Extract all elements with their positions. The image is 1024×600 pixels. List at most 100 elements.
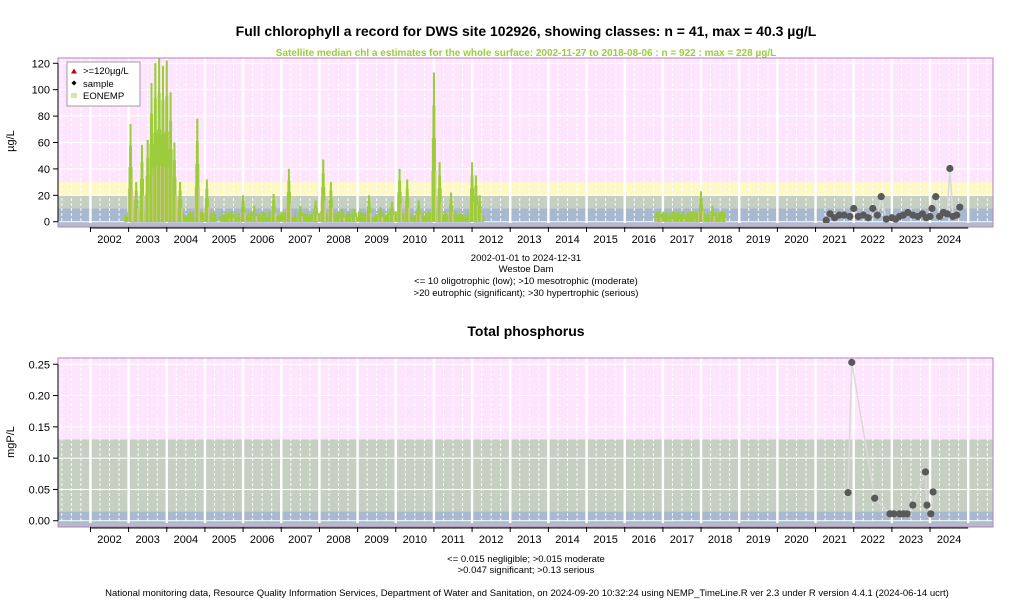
sample-point xyxy=(909,501,917,509)
sample-point xyxy=(929,488,937,496)
sample-point xyxy=(926,212,934,221)
sample-point xyxy=(932,193,940,201)
sample-point xyxy=(850,204,858,213)
x-tick-label: 2016 xyxy=(632,234,656,246)
x-tick-label: 2017 xyxy=(670,234,694,246)
sample-point xyxy=(835,211,843,219)
x-tick-label: 2015 xyxy=(593,234,617,246)
rug-strip xyxy=(58,223,993,227)
rug-strip xyxy=(58,523,993,527)
y-tick-label: 0.25 xyxy=(29,359,50,371)
x-tick-label: 2005 xyxy=(212,234,236,246)
y-tick-label: 0 xyxy=(44,217,50,229)
band-moderate/significant xyxy=(58,439,993,512)
y-tick-label: 0.10 xyxy=(29,453,50,465)
legend-box xyxy=(66,61,141,107)
x-tick-label: 2003 xyxy=(135,234,159,246)
x-tick-label: 2010 xyxy=(403,534,427,546)
x-tick-label: 2007 xyxy=(288,234,312,246)
x-tick-label: 2021 xyxy=(822,534,846,546)
x-tick-label: 2014 xyxy=(555,234,579,246)
legend-diamond-icon xyxy=(71,80,77,86)
sample-point xyxy=(869,204,877,213)
x-tick-label: 2002 xyxy=(97,534,121,546)
x-tick-label: 2023 xyxy=(899,534,923,546)
band-eutrophic xyxy=(58,182,993,196)
x-tick-label: 2004 xyxy=(174,534,198,546)
sample-point xyxy=(864,214,872,222)
legend-square-icon xyxy=(71,93,77,98)
y-tick-label: 0.15 xyxy=(29,422,50,434)
chart1-caption-site: Westoe Dam xyxy=(499,264,554,275)
chart2-plot-area: 0.00 0.05 0.10 0.15 0.20 0.25 2002 2003 2004 2005… xyxy=(29,357,994,546)
footer-note: National monitoring data, Resource Quali… xyxy=(105,588,949,599)
x-tick-label: 2008 xyxy=(326,234,350,246)
x-tick-label: 2016 xyxy=(632,534,656,546)
y-tick-label: 80 xyxy=(38,111,50,123)
sample-point xyxy=(953,211,961,219)
y-tick-label: 40 xyxy=(38,164,50,176)
x-tick-label: 2018 xyxy=(708,234,732,246)
x-tick-label: 2015 xyxy=(593,534,617,546)
x-tick-label: 2009 xyxy=(364,234,388,246)
x-tick-label: 2020 xyxy=(784,534,808,546)
sample-point xyxy=(877,193,885,201)
legend-label-sample: sample xyxy=(83,79,114,90)
sample-point xyxy=(927,510,935,518)
band-serious xyxy=(58,358,993,440)
x-tick-label: 2012 xyxy=(479,234,503,246)
x-tick-label: 2011 xyxy=(441,234,465,246)
x-tick-label: 2004 xyxy=(174,234,198,246)
band-mesotrophic xyxy=(58,195,993,209)
x-tick-label: 2011 xyxy=(441,534,465,546)
y-tick-label: 120 xyxy=(32,58,50,70)
chart1-plot-area: 0 20 40 60 80 100 120 2002 2003 2004 2005 2006 2007 2… xyxy=(32,57,994,246)
x-tick-label: 2010 xyxy=(403,234,427,246)
x-tick-label: 2002 xyxy=(97,234,121,246)
x-tick-label: 2008 xyxy=(326,534,350,546)
sample-point xyxy=(840,211,848,219)
y-tick-label: 0.00 xyxy=(29,516,50,528)
chart2-title: Total phosphorus xyxy=(467,323,584,339)
chart1-y-axis-label: µg/L xyxy=(5,130,17,152)
sample-point xyxy=(903,510,911,518)
x-tick-label: 2006 xyxy=(250,534,274,546)
x-tick-label: 2005 xyxy=(212,534,236,546)
y-tick-label: 20 xyxy=(38,190,50,202)
sample-point xyxy=(822,216,830,224)
x-tick-label: 2022 xyxy=(861,234,885,246)
band-oligotrophic xyxy=(58,208,993,227)
chart1-caption-classes-1: <= 10 oligotrophic (low); >10 mesotrophi… xyxy=(414,276,638,287)
x-tick-label: 2021 xyxy=(822,234,846,246)
sample-point xyxy=(873,211,881,219)
x-tick-label: 2017 xyxy=(670,534,694,546)
x-tick-label: 2009 xyxy=(364,534,388,546)
sample-point xyxy=(946,164,954,173)
sample-point xyxy=(844,488,852,497)
chart1-caption-range: 2002-01-01 to 2024-12-31 xyxy=(471,253,581,264)
sample-point xyxy=(923,501,931,509)
x-tick-label: 2018 xyxy=(708,534,732,546)
sample-point xyxy=(882,215,890,223)
x-tick-label: 2024 xyxy=(937,534,961,546)
x-tick-label: 2012 xyxy=(479,534,503,546)
chart1-title: Full chlorophyll a record for DWS site 1… xyxy=(236,23,817,39)
legend-label-eonemp: EONEMP xyxy=(83,91,124,102)
chart1-subtitle: Satellite median chl a estimates for the… xyxy=(276,48,776,59)
legend-triangle-icon xyxy=(71,68,77,74)
x-tick-label: 2019 xyxy=(746,534,770,546)
x-tick-label: 2019 xyxy=(746,234,770,246)
sample-point xyxy=(943,210,951,218)
x-tick-label: 2014 xyxy=(555,534,579,546)
x-tick-label: 2023 xyxy=(899,234,923,246)
x-tick-label: 2003 xyxy=(135,534,159,546)
chart2-caption-classes-1: <= 0.015 negligible; >0.015 moderate xyxy=(447,554,605,565)
x-tick-label: 2006 xyxy=(250,234,274,246)
x-tick-label: 2022 xyxy=(861,534,885,546)
y-tick-label: 100 xyxy=(32,85,50,97)
chart1-legend: >=120µg/L sample EONEMP xyxy=(66,61,141,107)
sample-point xyxy=(890,510,898,518)
y-tick-label: 0.05 xyxy=(29,484,50,496)
x-tick-label: 2013 xyxy=(517,534,541,546)
